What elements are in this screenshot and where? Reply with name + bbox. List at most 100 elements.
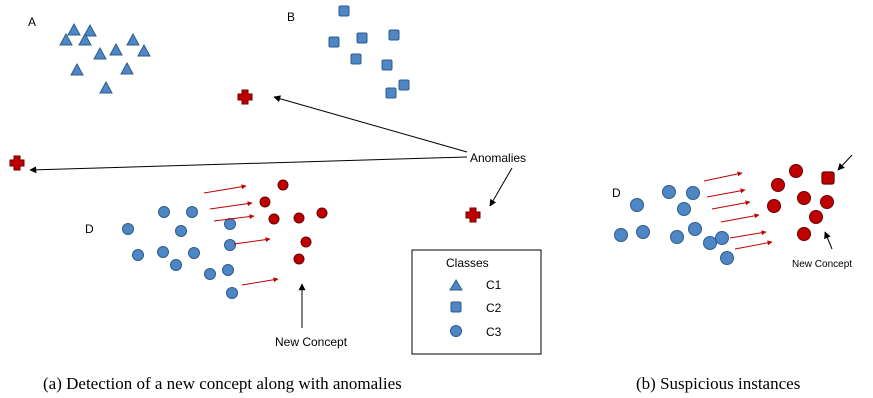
triangle-marker <box>126 32 140 46</box>
new-concept-label: New Concept <box>275 335 348 349</box>
drift-arrows <box>203 184 279 286</box>
anomaly-arrow-3 <box>489 167 513 207</box>
triangle-marker <box>120 61 134 75</box>
square-marker <box>356 32 368 44</box>
square-marker <box>385 87 397 99</box>
legend-c1-label: C1 <box>486 278 502 292</box>
class-c3-marker <box>122 223 134 235</box>
class-c3-marker <box>224 218 236 230</box>
class-c3-marker <box>222 264 234 276</box>
drift-arrow <box>720 213 760 223</box>
class-c3-marker <box>662 185 676 199</box>
legend-square-icon <box>450 301 462 313</box>
drift-arrow <box>203 184 247 194</box>
caption-b: (b) Suspicious instances <box>636 374 800 393</box>
drift-arrow <box>703 171 743 182</box>
anomaly-cross-marker <box>237 89 253 105</box>
class-c3-marker <box>224 239 236 251</box>
drift-arrow <box>711 200 751 210</box>
class-c3-marker <box>170 259 182 271</box>
new-concept-marker <box>767 199 781 213</box>
new-concept-cluster-b <box>767 164 834 241</box>
new-concept-marker <box>771 178 785 192</box>
class-c3-marker <box>688 222 702 236</box>
panel-b: D New Concept (b) Suspicious instances <box>612 154 853 393</box>
square-marker <box>350 53 362 65</box>
drift-arrow <box>734 240 773 250</box>
group-label-a: A <box>28 15 36 29</box>
class-c3-marker <box>226 287 238 299</box>
drift-arrow <box>729 230 767 239</box>
triangle-marker <box>83 23 97 37</box>
legend-c3-label: C3 <box>486 325 502 339</box>
triangle-marker <box>93 46 107 60</box>
legend-c2-label: C2 <box>486 301 502 315</box>
triangle-marker <box>67 22 81 36</box>
suspicious-square-marker <box>821 171 835 185</box>
class-c3-cluster <box>122 206 238 299</box>
drift-arrows-b <box>703 171 773 250</box>
group-label-d-b: D <box>612 186 621 200</box>
drift-arrow <box>241 277 279 286</box>
new-concept-label-b: New Concept <box>792 259 852 270</box>
new-concept-marker <box>259 196 271 208</box>
new-concept-marker <box>789 164 803 178</box>
new-concept-arrow-b <box>824 231 833 250</box>
triangle-marker <box>78 32 92 46</box>
new-concept-marker <box>797 191 811 205</box>
drift-arrow <box>213 214 255 222</box>
new-concept-marker <box>797 227 811 241</box>
triangle-marker <box>109 42 123 56</box>
legend-title: Classes <box>446 256 489 270</box>
class-c3-marker <box>703 236 717 250</box>
class-c3-marker <box>175 225 187 237</box>
new-concept-marker <box>293 253 305 265</box>
anomaly-cross-marker <box>9 155 25 171</box>
legend-triangle-icon <box>449 279 463 291</box>
legend-box <box>411 249 542 355</box>
class-c3-marker <box>720 251 734 265</box>
class-c3-marker <box>686 186 700 200</box>
panel-a: A B D Anomalies New Concept Classes C1 C… <box>9 5 542 393</box>
class-c3-marker <box>715 231 729 245</box>
anomaly-arrow-2 <box>29 156 468 174</box>
triangle-marker <box>70 62 84 76</box>
drift-arrow <box>706 188 746 198</box>
anomaly-arrow-1 <box>273 95 468 153</box>
new-concept-marker <box>820 195 834 209</box>
class-c3-marker <box>188 247 200 259</box>
class-c3-marker <box>630 198 644 212</box>
legend-circle-icon <box>450 325 462 337</box>
class-c3-marker <box>158 206 170 218</box>
drift-arrow <box>233 237 271 245</box>
new-concept-marker <box>300 236 312 248</box>
class-c3-marker <box>157 246 169 258</box>
class-c3-marker <box>636 225 650 239</box>
group-label-b: B <box>287 10 295 24</box>
anomalies-label: Anomalies <box>470 151 526 165</box>
square-marker <box>381 59 393 71</box>
square-marker <box>388 29 400 41</box>
class-c3-marker <box>614 228 628 242</box>
caption-a: (a) Detection of a new concept along wit… <box>43 374 402 393</box>
anomaly-cross-marker <box>465 207 481 223</box>
triangle-marker <box>59 32 73 46</box>
class-c2-cluster <box>328 5 410 99</box>
new-concept-marker <box>293 212 305 224</box>
triangle-marker <box>99 80 113 94</box>
anomaly-markers <box>9 89 481 223</box>
class-c3-marker <box>670 230 684 244</box>
square-marker <box>338 5 350 17</box>
triangle-marker <box>137 43 151 57</box>
new-concept-marker <box>268 213 280 225</box>
suspicious-arrow <box>837 154 853 171</box>
drift-arrow <box>209 201 253 210</box>
class-c3-marker <box>204 268 216 280</box>
new-concept-marker <box>277 179 289 191</box>
class-c3-cluster-b <box>614 185 734 265</box>
new-concept-cluster <box>259 179 328 265</box>
group-label-d: D <box>85 222 94 236</box>
class-c3-marker <box>132 249 144 261</box>
